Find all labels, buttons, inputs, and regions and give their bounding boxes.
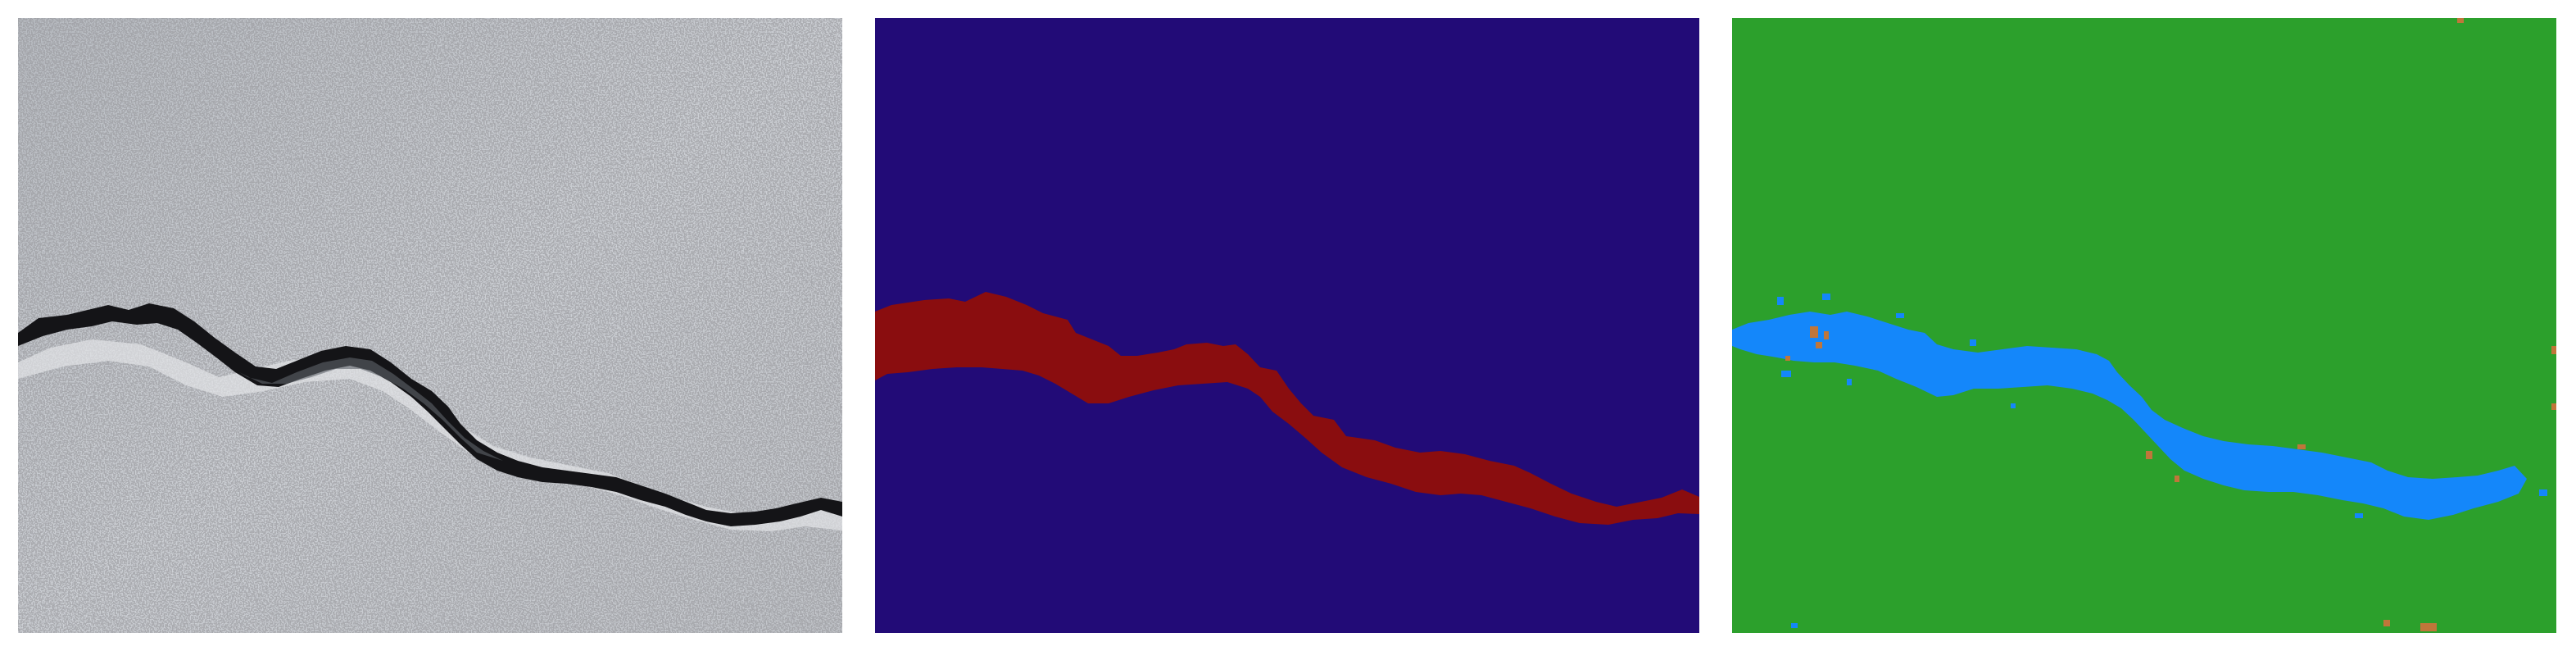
ground-truth-mask	[875, 18, 1699, 633]
predicted-crack-speckles	[1777, 294, 2547, 628]
predicted-noise-speckles	[1785, 18, 2556, 631]
predicted-crack-region	[1732, 312, 2527, 520]
predicted-mask	[1732, 18, 2556, 633]
ground-truth-mask-panel	[875, 18, 1699, 633]
ground-truth-crack-region	[875, 292, 1699, 525]
input-photo-panel	[18, 18, 842, 633]
concrete-crack-photo	[18, 18, 842, 633]
crack	[18, 303, 842, 526]
predicted-mask-panel	[1732, 18, 2556, 633]
crack-edge-highlight	[18, 339, 842, 531]
